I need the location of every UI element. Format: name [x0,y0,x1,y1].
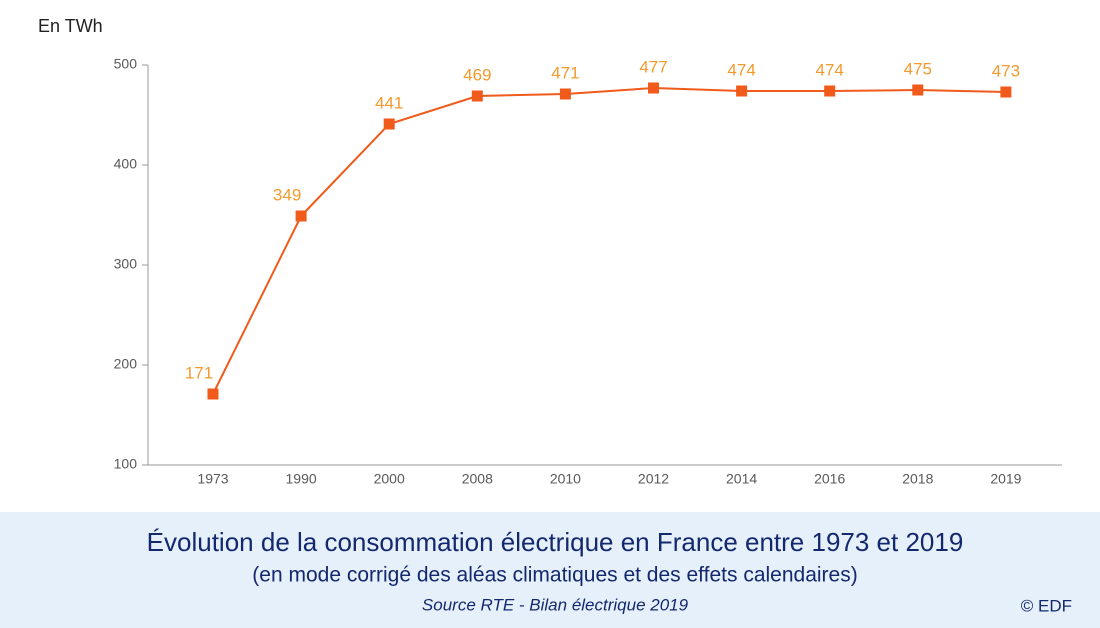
marker [559,88,571,100]
value-label: 171 [185,363,213,382]
chart-subtitle: (en mode corrigé des aléas climatiques e… [252,564,857,587]
y-tick-label: 500 [114,56,138,72]
value-label: 469 [463,65,491,84]
value-label: 441 [375,93,403,112]
value-label: 473 [992,61,1020,80]
x-tick-label: 2019 [990,471,1021,487]
x-tick-label: 2012 [638,471,669,487]
value-label: 477 [639,57,667,76]
y-tick-label: 400 [114,156,138,172]
marker [1000,86,1012,98]
marker [383,118,395,130]
value-label: 349 [273,185,301,204]
marker [912,84,924,96]
value-label: 471 [551,63,579,82]
value-label: 474 [727,60,755,79]
x-tick-label: 2010 [550,471,581,487]
marker [295,210,307,222]
marker [207,388,219,400]
marker [471,90,483,102]
line [212,86,1006,395]
credit: © EDF [1021,596,1072,615]
value-label: 475 [904,59,932,78]
y-tick-label: 100 [114,456,138,472]
x-tick-label: 2000 [374,471,405,487]
value-label: 474 [816,60,844,79]
x-tick-label: 1990 [286,471,317,487]
y-tick-label: 300 [114,256,138,272]
marker [648,82,659,94]
x-tick-label: 2016 [814,471,845,487]
x-tick-label: 1973 [197,471,228,487]
x-tick-label: 2018 [902,471,933,487]
source: Source RTE - Bilan électrique 2019 [422,595,689,614]
marker [736,85,748,97]
x-tick-label: 2014 [726,471,757,487]
y-tick-label: 200 [114,356,138,372]
caption-panel [0,512,1100,628]
x-tick-label: 2008 [462,471,493,487]
y-axis-label: En TWh [38,16,103,36]
chart-title: Évolution de la consommation électrique … [147,527,964,557]
marker [824,85,836,97]
